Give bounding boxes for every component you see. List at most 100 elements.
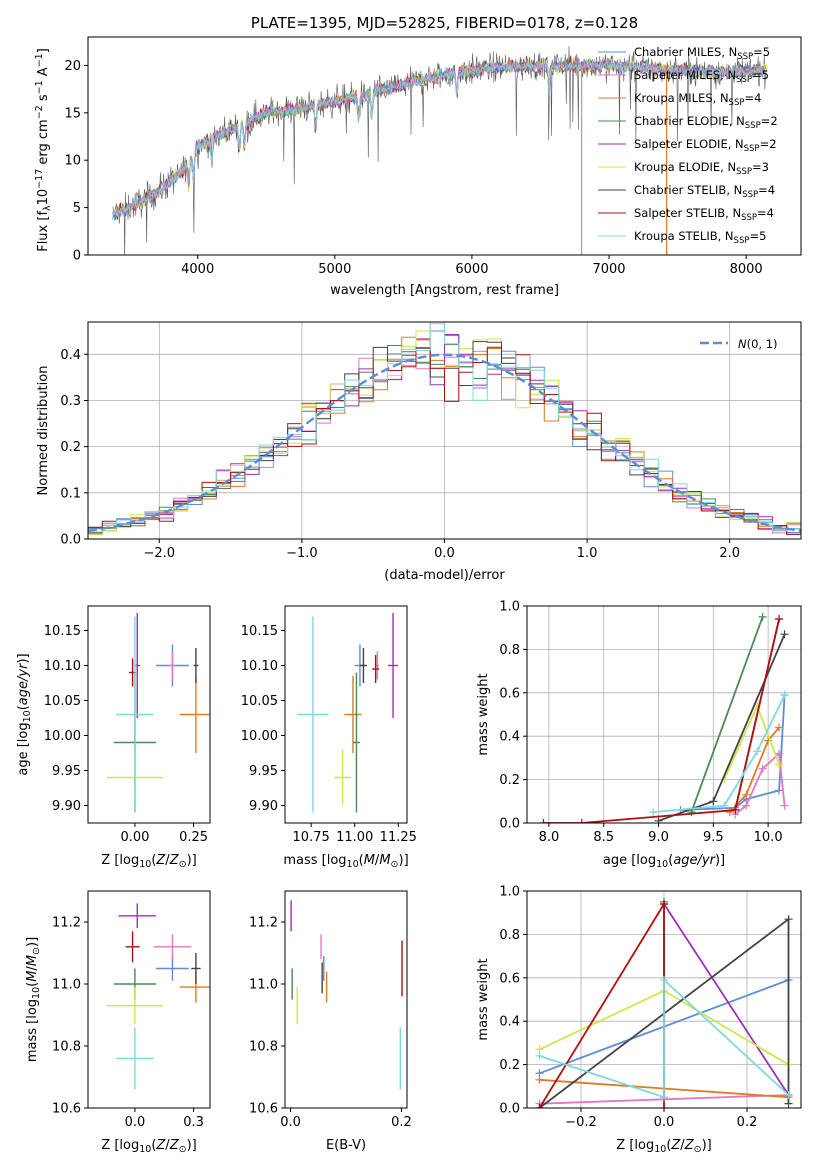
x-tick-label: 0.25 <box>179 830 208 845</box>
panel-5: 8.0 8.5 9.0 9.5 10.0 0.0 0.2 0.4 0.6 0.8 1.0 <box>499 600 802 845</box>
y-tick-label: 0.2 <box>60 440 81 455</box>
y-tick-label: 0.4 <box>60 348 81 363</box>
y-tick-label: 0 <box>73 249 81 264</box>
x-tick-label: 11.25 <box>380 830 417 845</box>
y-tick-label: 1.0 <box>499 600 520 615</box>
y-tick-label: 10 <box>64 154 81 169</box>
y-tick-label: 0.4 <box>499 730 520 745</box>
weight-marker <box>725 808 734 817</box>
weight-line-8 <box>652 694 786 813</box>
weight-line-8 <box>539 977 790 1099</box>
panel-2: −2.0 −1.0 0.0 1.0 2.0 0.0 0.1 0.2 0.3 0.4 <box>60 321 802 561</box>
y-tick-label: 11.2 <box>249 916 278 931</box>
y-axis-label: mass [log10(M/M⊙)] <box>25 937 42 1062</box>
errorbar-point <box>153 934 192 960</box>
errorbar-point <box>179 676 210 753</box>
plot-area <box>106 903 210 1090</box>
chart-title: PLATE=1395, MJD=52825, FIBERID=0178, z=0… <box>251 14 638 32</box>
legend-entry: Chabrier ELODIE, NSSP=2 <box>634 114 778 131</box>
weight-marker <box>535 1104 544 1108</box>
y-tick-label: 20 <box>64 59 81 74</box>
weight-marker <box>758 764 767 773</box>
legend-entry: N(0, 1) <box>738 337 778 351</box>
weight-marker <box>784 1099 793 1108</box>
errorbar-point <box>372 655 380 683</box>
weight-marker <box>780 801 789 810</box>
x-tick-label: 0.2 <box>391 1115 412 1130</box>
weight-marker <box>731 805 740 814</box>
spectrum-line-8 <box>112 57 767 218</box>
weight-line-7 <box>543 618 780 823</box>
y-tick-label: 0.0 <box>60 533 81 548</box>
y-tick-label: 10.00 <box>44 729 81 744</box>
y-tick-label: 10.8 <box>249 1040 278 1055</box>
axes-frame <box>87 36 802 256</box>
weight-marker <box>660 900 668 909</box>
x-tick-label: 0.0 <box>125 1115 146 1130</box>
panel-1: 4000 5000 6000 7000 8000 0 5 10 15 20 <box>64 36 802 277</box>
y-tick-label: 0.1 <box>60 486 81 501</box>
errorbar-point <box>387 613 399 718</box>
plot-area <box>106 613 210 813</box>
errorbar-point <box>125 931 140 963</box>
legend: Chabrier MILES, NSSP=5 Salpeter MILES, NS… <box>598 45 778 246</box>
x-tick-label: 10.0 <box>754 830 783 845</box>
panel-6: 0.0 0.3 10.6 10.8 11.0 11.2 <box>52 890 211 1130</box>
x-tick-label: 7000 <box>592 262 625 277</box>
x-tick-label: −2.0 <box>144 546 176 561</box>
weight-marker <box>775 749 784 758</box>
x-tick-label: 0.0 <box>654 1115 675 1130</box>
histogram-4 <box>88 334 801 535</box>
y-tick-label: 0.0 <box>499 1102 520 1117</box>
y-axis-label: Flux [fλ10−17 erg cm−2 s−1 A−1] <box>34 48 53 252</box>
legend-entry: Salpeter ELODIE, NSSP=2 <box>634 137 777 154</box>
y-tick-label: 10.00 <box>241 729 278 744</box>
histogram-8 <box>88 323 801 533</box>
y-tick-label: 9.90 <box>52 799 81 814</box>
x-tick-label: −0.2 <box>565 1115 597 1130</box>
plot-area <box>539 612 789 823</box>
y-tick-label: 15 <box>64 106 81 121</box>
weight-marker <box>742 790 751 799</box>
y-tick-label: 10.8 <box>52 1040 81 1055</box>
y-tick-label: 0.3 <box>60 394 81 409</box>
x-tick-label: 8000 <box>730 262 763 277</box>
weight-marker <box>535 1051 544 1060</box>
axes-frame <box>284 890 408 1109</box>
x-tick-label: 2.0 <box>719 546 740 561</box>
x-tick-label: 8.0 <box>539 830 560 845</box>
y-tick-label: 0.6 <box>499 971 520 986</box>
weight-marker <box>775 786 784 795</box>
weight-line-2 <box>729 726 780 813</box>
plot-area <box>297 613 399 813</box>
errorbar-point <box>191 953 201 984</box>
x-tick-label: 11.00 <box>336 830 373 845</box>
weight-line-3 <box>690 616 764 813</box>
weight-marker <box>660 1104 668 1108</box>
y-tick-label: 10.10 <box>241 659 278 674</box>
y-axis-label: mass weight <box>476 958 491 1040</box>
y-tick-label: 0.2 <box>499 773 520 788</box>
weight-marker <box>784 915 793 924</box>
y-tick-label: 11.0 <box>249 978 278 993</box>
errorbar-point <box>167 651 178 680</box>
normal-curve <box>88 353 801 533</box>
x-axis-label: (data-model)/error <box>384 568 505 583</box>
legend: N(0, 1) <box>700 337 778 351</box>
y-tick-label: 1.0 <box>499 885 520 900</box>
x-tick-label: 0.3 <box>183 1115 204 1130</box>
x-tick-label: 0.00 <box>120 830 149 845</box>
x-tick-label: 10.75 <box>293 830 330 845</box>
y-tick-label: 0.8 <box>499 928 520 943</box>
x-tick-label: 5000 <box>318 262 351 277</box>
y-tick-label: 5 <box>73 201 81 216</box>
y-tick-label: 11.0 <box>52 978 81 993</box>
errorbar-point <box>106 987 164 1025</box>
x-tick-label: 9.0 <box>648 830 669 845</box>
plot-area <box>290 900 403 1090</box>
weight-marker <box>742 801 751 810</box>
panel-4: 10.75 11.00 11.25 9.90 9.95 10.00 10.05 10.10 10… <box>241 605 417 845</box>
y-axis-label: mass weight <box>476 673 491 755</box>
x-axis-label: Z [log10(Z/Z⊙)] <box>101 853 196 870</box>
y-axis-label: age [log10(age/yr)] <box>16 653 33 775</box>
